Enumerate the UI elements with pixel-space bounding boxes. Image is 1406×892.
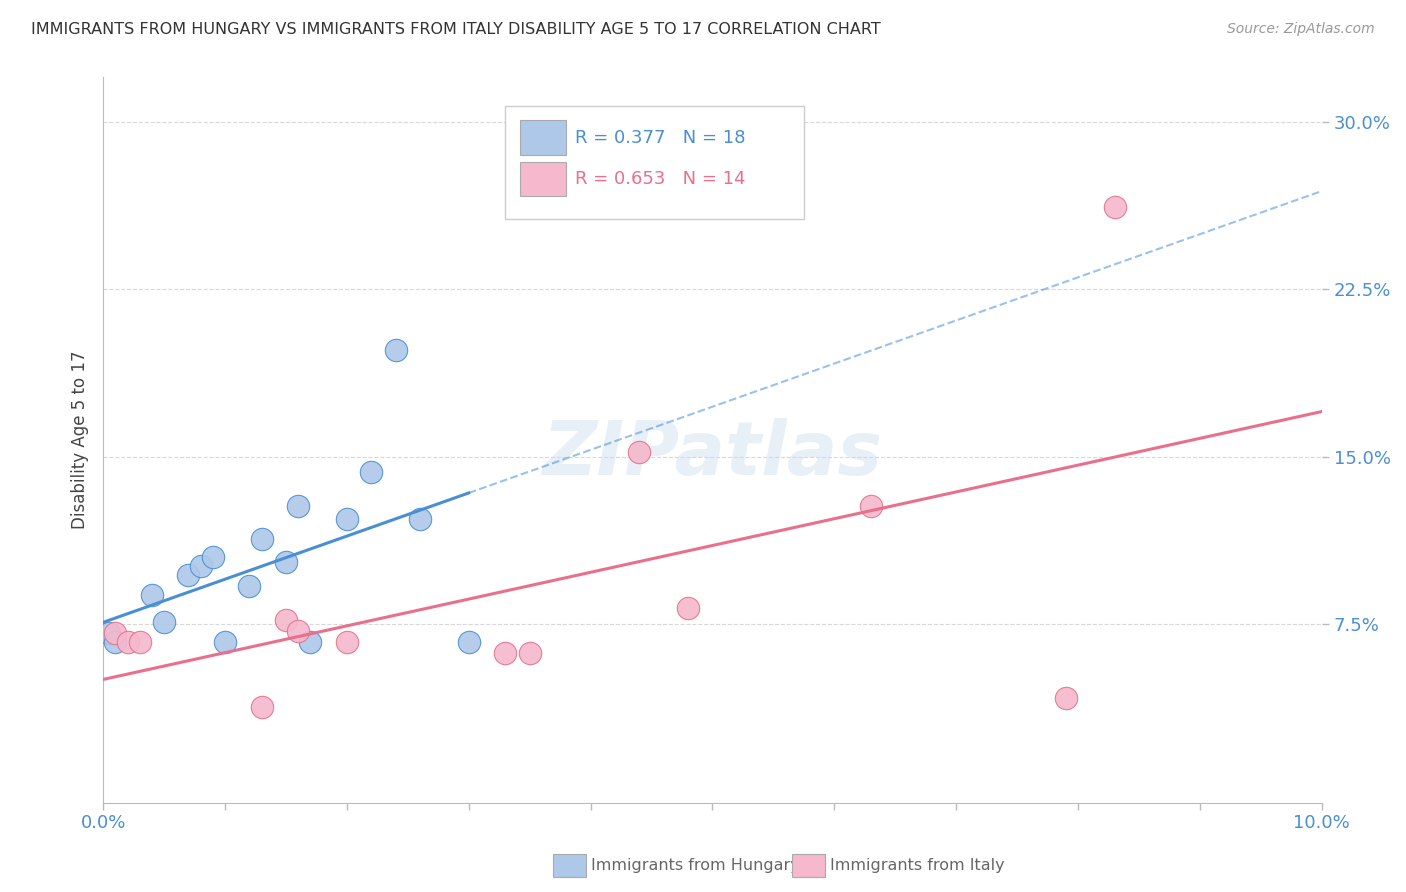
Point bbox=[128, 635, 150, 649]
Point bbox=[214, 635, 236, 649]
Point bbox=[190, 559, 212, 574]
FancyBboxPatch shape bbox=[505, 106, 804, 219]
Point bbox=[336, 512, 359, 526]
Point bbox=[409, 512, 432, 526]
Point bbox=[250, 699, 273, 714]
Point bbox=[201, 550, 224, 565]
Point bbox=[1054, 690, 1077, 705]
Point bbox=[676, 601, 699, 615]
Point bbox=[384, 343, 406, 357]
Point bbox=[519, 646, 541, 660]
Point bbox=[287, 624, 309, 638]
FancyBboxPatch shape bbox=[520, 161, 567, 196]
Point bbox=[360, 466, 382, 480]
Point bbox=[287, 499, 309, 513]
Point bbox=[238, 579, 260, 593]
Point bbox=[336, 635, 359, 649]
Text: Immigrants from Hungary: Immigrants from Hungary bbox=[591, 858, 799, 872]
Point bbox=[299, 635, 322, 649]
Y-axis label: Disability Age 5 to 17: Disability Age 5 to 17 bbox=[72, 351, 89, 529]
Point bbox=[628, 445, 651, 459]
Point bbox=[274, 555, 297, 569]
Point bbox=[177, 568, 200, 582]
Point bbox=[153, 615, 176, 629]
Point bbox=[141, 588, 163, 602]
Point bbox=[859, 499, 882, 513]
Point bbox=[457, 635, 479, 649]
Point bbox=[1104, 200, 1126, 214]
Text: IMMIGRANTS FROM HUNGARY VS IMMIGRANTS FROM ITALY DISABILITY AGE 5 TO 17 CORRELAT: IMMIGRANTS FROM HUNGARY VS IMMIGRANTS FR… bbox=[31, 22, 880, 37]
Text: R = 0.653   N = 14: R = 0.653 N = 14 bbox=[575, 170, 745, 188]
Text: Immigrants from Italy: Immigrants from Italy bbox=[830, 858, 1004, 872]
Text: ZIPatlas: ZIPatlas bbox=[543, 418, 883, 491]
Point bbox=[274, 613, 297, 627]
Point bbox=[104, 635, 127, 649]
Point bbox=[117, 635, 139, 649]
Point bbox=[494, 646, 516, 660]
Text: R = 0.377   N = 18: R = 0.377 N = 18 bbox=[575, 128, 745, 146]
Point bbox=[104, 626, 127, 640]
Text: Source: ZipAtlas.com: Source: ZipAtlas.com bbox=[1227, 22, 1375, 37]
Point bbox=[98, 626, 121, 640]
Point bbox=[250, 533, 273, 547]
FancyBboxPatch shape bbox=[520, 120, 567, 155]
